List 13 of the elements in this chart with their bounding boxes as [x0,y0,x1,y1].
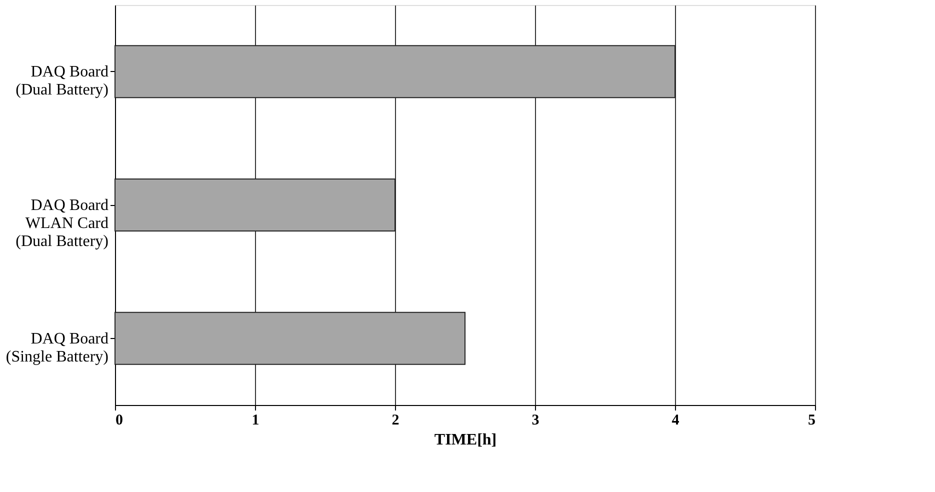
x-tick-label: 1 [252,412,260,428]
x-axis-title: TIME[h] [434,432,497,448]
y-tick-label: DAQ Board (Single Battery) [6,330,108,366]
bar [114,45,676,98]
bar [114,178,396,232]
y-tick-label: DAQ Board (Dual Battery) [16,64,108,99]
y-tick-label: DAQ Board WLAN Card (Dual Battery) [16,197,108,250]
x-tick-label: 5 [808,412,816,428]
bar [114,312,466,365]
x-tick-label: 4 [672,412,680,428]
x-tick-label: 2 [392,412,400,428]
x-tick-label: 3 [532,412,540,428]
x-tick-label: 0 [116,412,123,428]
